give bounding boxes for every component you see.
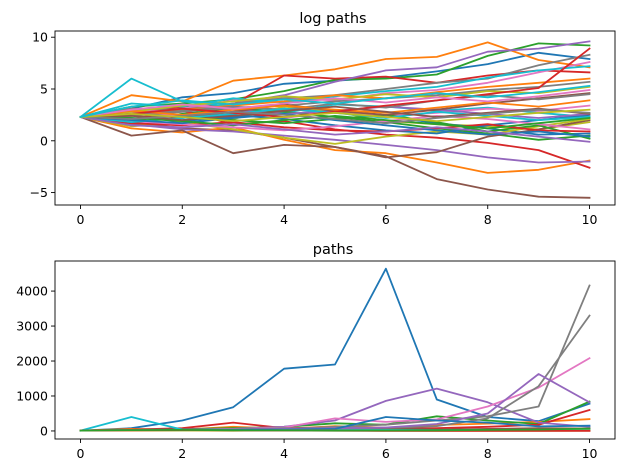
top-chart-series-line-15: [79, 115, 591, 164]
top-chart-panel: log paths 0 2 4 6 8 10 −5 0 5 10: [30, 11, 616, 227]
bottom-chart-x-tick-label: 2: [178, 446, 186, 461]
top-chart-series-line-33: [79, 115, 591, 130]
bottom-chart-x-tick-label: 0: [76, 446, 84, 461]
bottom-chart-series-line-15: [79, 427, 591, 432]
bottom-chart-x-tick-label: 10: [582, 446, 598, 461]
top-chart-x-tick-label: 4: [280, 212, 288, 227]
top-chart-y-tick-label: 0: [40, 133, 48, 148]
top-chart-series-line-2: [79, 41, 591, 119]
top-chart-x-tick-label: 2: [178, 212, 186, 227]
bottom-chart-x-tick-label: 4: [280, 446, 288, 461]
top-chart-y-tick-label: 10: [32, 30, 48, 45]
bottom-chart-x-tick-label: 6: [382, 446, 390, 461]
top-chart-series-line-40: [79, 84, 591, 119]
bottom-chart-panel: paths 0 2 4 6 8 10 0 1000 2000 3000 4000: [16, 242, 616, 461]
top-chart-series-line-32: [79, 99, 591, 119]
top-chart-series-line-34: [79, 47, 591, 118]
top-chart-series-line-12: [79, 115, 591, 174]
bottom-chart-y-tick-label: 2000: [16, 354, 48, 369]
top-chart-series-line-1: [79, 51, 591, 119]
top-chart-y-tick-label: 5: [40, 82, 48, 97]
top-chart-series-line-35: [79, 115, 591, 143]
top-chart-series-line-36: [79, 105, 591, 121]
bottom-chart-series-group: [79, 267, 591, 432]
top-chart-x-tick-label: 10: [582, 212, 598, 227]
bottom-chart-x-tick-label: 8: [484, 446, 492, 461]
top-chart-title: log paths: [299, 11, 366, 27]
top-chart-x-tick-label: 6: [382, 212, 390, 227]
bottom-chart-ticks: 0 2 4 6 8 10 0 1000 2000 3000 4000: [16, 284, 597, 461]
top-chart-series-line-27: [79, 115, 591, 132]
top-chart-series-line-3: [79, 42, 591, 119]
bottom-chart-y-tick-label: 0: [40, 423, 48, 438]
bottom-chart-y-tick-label: 4000: [16, 284, 48, 299]
top-chart-axes-frame: [54, 30, 616, 206]
top-chart-series-line-39: [79, 108, 591, 122]
bottom-chart-series-line-8: [79, 284, 591, 432]
top-chart-x-tick-label: 0: [76, 212, 84, 227]
top-chart-y-tick-label: −5: [30, 185, 48, 200]
bottom-chart-series-line-1: [79, 267, 591, 432]
top-chart-x-tick-label: 8: [484, 212, 492, 227]
top-chart-series-line-37: [79, 88, 591, 119]
bottom-chart-y-tick-label: 1000: [16, 388, 48, 403]
bottom-chart-title: paths: [313, 242, 354, 258]
bottom-chart-axes-frame: [54, 260, 616, 440]
top-chart-series-group: [79, 40, 591, 199]
bottom-chart-y-tick-label: 3000: [16, 319, 48, 334]
top-chart-ticks: 0 2 4 6 8 10 −5 0 5 10: [30, 30, 598, 227]
top-chart-series-line-38: [79, 108, 591, 125]
